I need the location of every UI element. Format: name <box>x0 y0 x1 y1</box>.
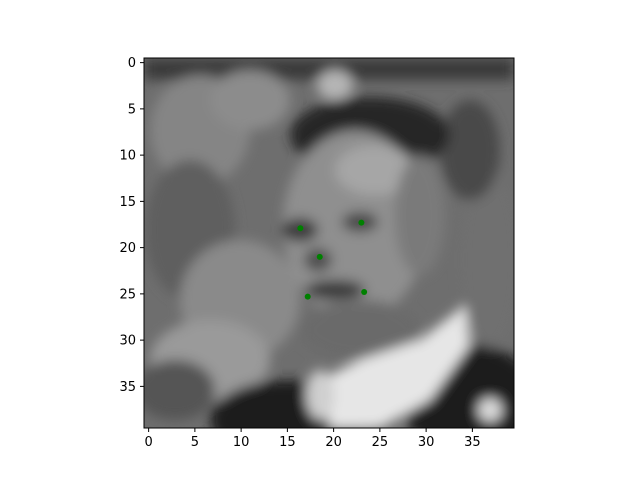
x-tick-label: 10 <box>233 435 250 450</box>
x-tick-label: 0 <box>144 435 152 450</box>
x-tick-label: 5 <box>191 435 199 450</box>
y-tick-label: 10 <box>119 149 136 164</box>
scatter-point <box>304 293 311 300</box>
x-tick-label: 30 <box>418 435 435 450</box>
y-tick-label: 0 <box>128 56 136 71</box>
x-tick-label: 15 <box>279 435 296 450</box>
scatter-point <box>297 225 304 232</box>
y-tick-label: 5 <box>128 102 136 117</box>
scatter-point <box>361 289 368 296</box>
x-tick-label: 20 <box>325 435 342 450</box>
y-tick-label: 20 <box>119 241 136 256</box>
x-axis: 0 5 10 15 20 25 30 35 <box>144 428 481 450</box>
y-axis: 0 5 10 15 20 25 30 35 <box>119 56 144 395</box>
x-tick-label: 25 <box>372 435 389 450</box>
x-tick-label: 35 <box>464 435 481 450</box>
image-heatmap <box>144 58 514 428</box>
y-tick-label: 25 <box>119 287 136 302</box>
scatter-point <box>358 219 365 226</box>
scatter-series <box>297 219 368 300</box>
y-tick-label: 35 <box>119 380 136 395</box>
y-tick-label: 30 <box>119 334 136 349</box>
axes-frame <box>143 57 515 429</box>
scatter-point <box>316 253 323 260</box>
y-tick-label: 15 <box>119 195 136 210</box>
